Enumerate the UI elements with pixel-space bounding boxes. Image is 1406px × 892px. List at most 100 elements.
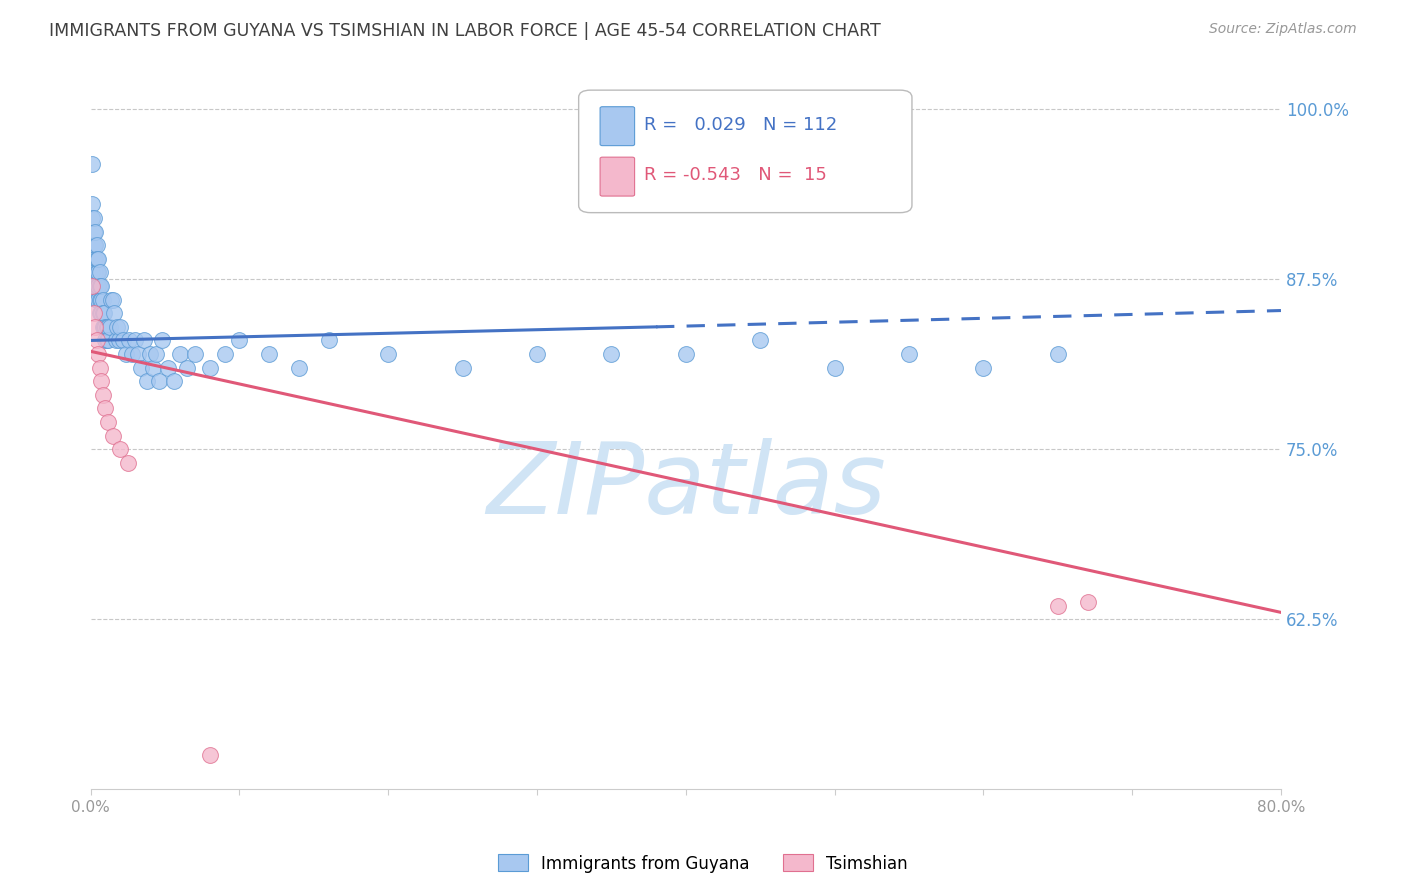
Point [124, 334, 146, 348]
Point [98, 319, 121, 334]
Point [1076, 594, 1098, 608]
Point [972, 360, 994, 375]
Point [82, 157, 104, 171]
Point [87, 347, 110, 361]
Point [93, 306, 115, 320]
Point [83, 238, 105, 252]
Point [86, 334, 108, 348]
Point [87, 252, 110, 266]
Point [86, 293, 108, 307]
Text: R =   0.029   N = 112: R = 0.029 N = 112 [644, 116, 838, 134]
Point [1046, 599, 1069, 613]
Point [749, 334, 772, 348]
Point [96, 334, 118, 348]
Point [145, 347, 167, 361]
Point [89, 306, 111, 320]
Point [93, 319, 115, 334]
Point [86, 265, 108, 279]
Point [198, 360, 221, 375]
Point [91, 293, 114, 307]
Point [824, 360, 846, 375]
Text: Source: ZipAtlas.com: Source: ZipAtlas.com [1209, 22, 1357, 37]
Point [91, 388, 114, 402]
Point [84, 225, 107, 239]
Point [87, 293, 110, 307]
Point [96, 319, 118, 334]
Text: IMMIGRANTS FROM GUYANA VS TSIMSHIAN IN LABOR FORCE | AGE 45-54 CORRELATION CHART: IMMIGRANTS FROM GUYANA VS TSIMSHIAN IN L… [49, 22, 882, 40]
Point [377, 347, 399, 361]
Point [89, 279, 111, 293]
Point [82, 279, 104, 293]
Text: R = -0.543   N =  15: R = -0.543 N = 15 [644, 166, 827, 184]
Point [82, 265, 104, 279]
FancyBboxPatch shape [579, 90, 912, 212]
Point [97, 319, 120, 334]
Point [84, 238, 107, 252]
Point [83, 279, 105, 293]
Point [87, 265, 110, 279]
Point [104, 334, 127, 348]
FancyBboxPatch shape [600, 107, 634, 145]
Point [101, 428, 124, 442]
Point [257, 347, 280, 361]
Point [600, 347, 623, 361]
Point [89, 360, 111, 375]
Point [84, 265, 107, 279]
Point [82, 197, 104, 211]
Point [87, 279, 110, 293]
Point [105, 319, 128, 334]
Point [86, 252, 108, 266]
Point [83, 211, 105, 225]
Point [110, 319, 132, 334]
Point [127, 347, 149, 361]
Point [139, 347, 162, 361]
Point [97, 334, 120, 348]
Point [90, 293, 112, 307]
Point [97, 415, 120, 429]
Point [526, 347, 548, 361]
Point [83, 306, 105, 320]
Point [118, 334, 141, 348]
FancyBboxPatch shape [600, 157, 634, 196]
Point [163, 374, 186, 388]
Point [897, 347, 920, 361]
Point [228, 334, 250, 348]
Point [84, 252, 107, 266]
Point [90, 306, 112, 320]
Point [87, 279, 110, 293]
Point [142, 360, 165, 375]
Point [110, 442, 132, 457]
Point [136, 374, 159, 388]
Point [90, 374, 112, 388]
Point [214, 347, 236, 361]
Text: ZIPatlas: ZIPatlas [486, 438, 886, 535]
Point [1046, 347, 1069, 361]
Point [117, 456, 139, 470]
Point [94, 401, 117, 416]
Point [148, 374, 170, 388]
Point [150, 334, 173, 348]
Point [84, 279, 107, 293]
Point [94, 319, 117, 334]
Point [84, 265, 107, 279]
Point [156, 360, 179, 375]
Point [91, 319, 114, 334]
Point [90, 279, 112, 293]
Point [288, 360, 311, 375]
Point [83, 225, 105, 239]
Point [84, 319, 107, 334]
Point [82, 211, 104, 225]
Point [451, 360, 474, 375]
Point [184, 347, 207, 361]
Point [89, 293, 111, 307]
Point [675, 347, 697, 361]
Point [91, 306, 114, 320]
Point [115, 347, 138, 361]
Point [176, 360, 198, 375]
Point [121, 347, 143, 361]
Point [198, 748, 221, 763]
Point [94, 334, 117, 348]
Point [86, 238, 108, 252]
Point [101, 293, 124, 307]
Legend: Immigrants from Guyana, Tsimshian: Immigrants from Guyana, Tsimshian [491, 847, 915, 880]
